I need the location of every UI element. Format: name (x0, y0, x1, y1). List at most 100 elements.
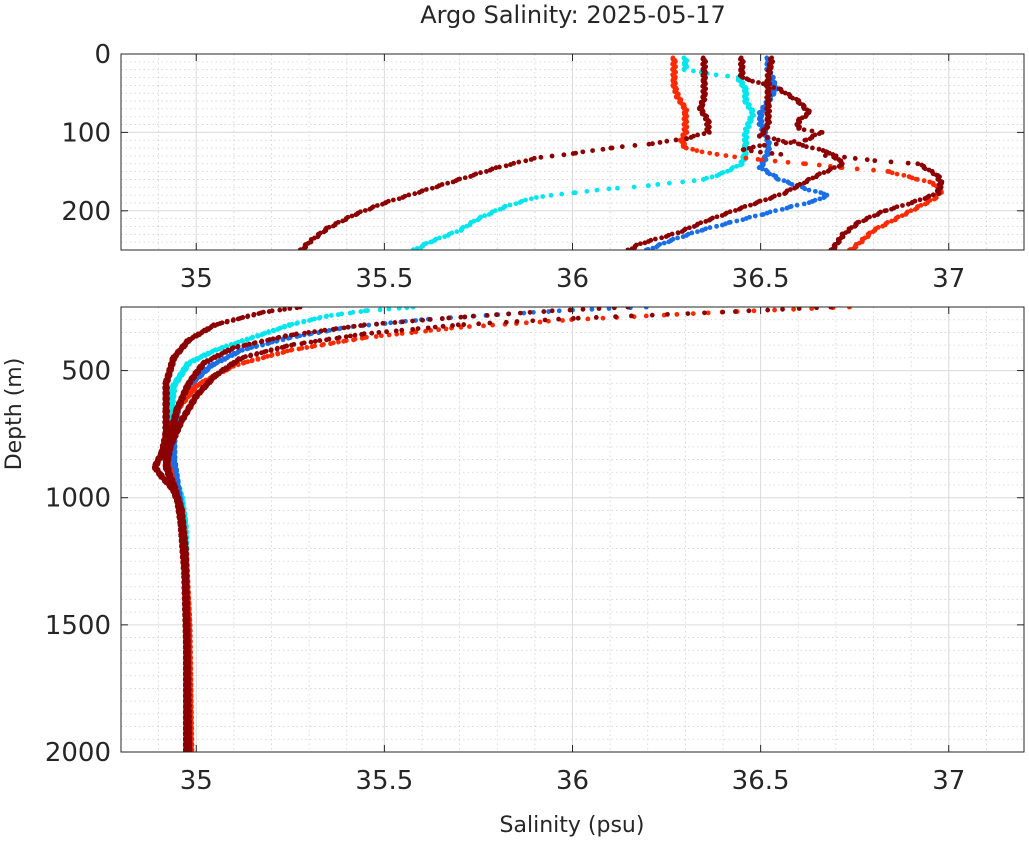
chart-title: Argo Salinity: 2025-05-17 (420, 1, 726, 29)
data-point (319, 342, 325, 348)
data-point (769, 151, 775, 156)
data-point (625, 247, 631, 250)
data-point (249, 358, 255, 364)
data-point (613, 314, 618, 320)
data-point (936, 191, 942, 196)
data-point (905, 201, 911, 207)
data-point (679, 229, 685, 234)
data-point (792, 185, 798, 191)
data-point (559, 191, 565, 197)
data-point (775, 137, 781, 143)
x-tick-label: 36 (556, 766, 589, 796)
data-point (714, 151, 720, 157)
data-layer (151, 307, 852, 752)
data-point (412, 191, 418, 197)
data-point (404, 307, 410, 311)
data-point (437, 235, 442, 241)
data-point (322, 327, 328, 333)
data-point (275, 351, 281, 357)
data-point (288, 332, 294, 338)
data-point (294, 307, 300, 311)
data-point (307, 318, 312, 323)
data-point (642, 240, 648, 246)
data-point (807, 136, 813, 142)
data-point (748, 148, 754, 154)
data-point (690, 146, 696, 152)
data-point (776, 192, 782, 198)
data-point (733, 309, 738, 314)
data-point (889, 170, 895, 176)
data-point (530, 318, 536, 324)
data-point (561, 152, 567, 158)
data-point (334, 335, 340, 341)
data-point (458, 314, 464, 320)
data-point (230, 318, 236, 323)
data-point (864, 157, 870, 163)
data-point (484, 169, 489, 174)
data-point (308, 339, 314, 345)
data-point (396, 196, 402, 202)
data-point (659, 235, 665, 241)
data-point (462, 314, 468, 320)
data-point (516, 159, 522, 165)
data-point (316, 315, 322, 321)
data-point (780, 138, 786, 144)
data-point (265, 337, 270, 343)
data-point (476, 321, 482, 327)
data-point (600, 146, 606, 152)
data-point (454, 229, 460, 235)
data-point (362, 308, 368, 314)
data-point (748, 202, 753, 208)
data-point (740, 217, 746, 223)
data-point (527, 309, 533, 315)
data-point (661, 240, 667, 246)
data-point (707, 150, 713, 156)
data-point (450, 323, 455, 328)
data-point (353, 212, 359, 218)
data-point (580, 307, 586, 312)
data-point (832, 165, 837, 170)
data-point (297, 247, 303, 250)
data-point (771, 136, 777, 142)
data-point (854, 166, 860, 172)
data-point (244, 346, 250, 352)
data-point (871, 213, 877, 219)
data-point (318, 328, 324, 334)
data-point (513, 201, 519, 207)
data-point (665, 311, 670, 317)
data-point (615, 185, 620, 191)
data-point (244, 337, 250, 343)
data-point (806, 187, 812, 193)
y-tick-label: 2000 (45, 738, 111, 768)
data-point (328, 341, 333, 347)
data-point (467, 324, 472, 329)
data-point (814, 307, 819, 311)
data-point (680, 234, 686, 240)
profile-series-6 (625, 55, 845, 250)
x-tick-label: 37 (932, 264, 965, 294)
data-point (493, 165, 499, 171)
data-point (248, 353, 253, 359)
data-point (796, 307, 802, 311)
data-point (410, 307, 416, 310)
data-point (652, 236, 658, 242)
data-point (667, 180, 672, 186)
data-point (580, 149, 586, 155)
profile-series-4 (297, 55, 712, 250)
data-point (275, 326, 280, 332)
data-point (317, 338, 323, 343)
data-point (782, 191, 787, 196)
data-point (240, 338, 246, 344)
data-point (611, 307, 617, 311)
data-point (540, 194, 546, 199)
data-point (590, 148, 595, 153)
data-point (683, 145, 689, 151)
data-point (861, 218, 867, 224)
data-point (349, 213, 355, 219)
data-point (425, 325, 431, 331)
data-point (732, 154, 738, 160)
data-point (301, 319, 307, 325)
data-point (280, 350, 286, 355)
x-tick-label: 36.5 (732, 264, 790, 294)
